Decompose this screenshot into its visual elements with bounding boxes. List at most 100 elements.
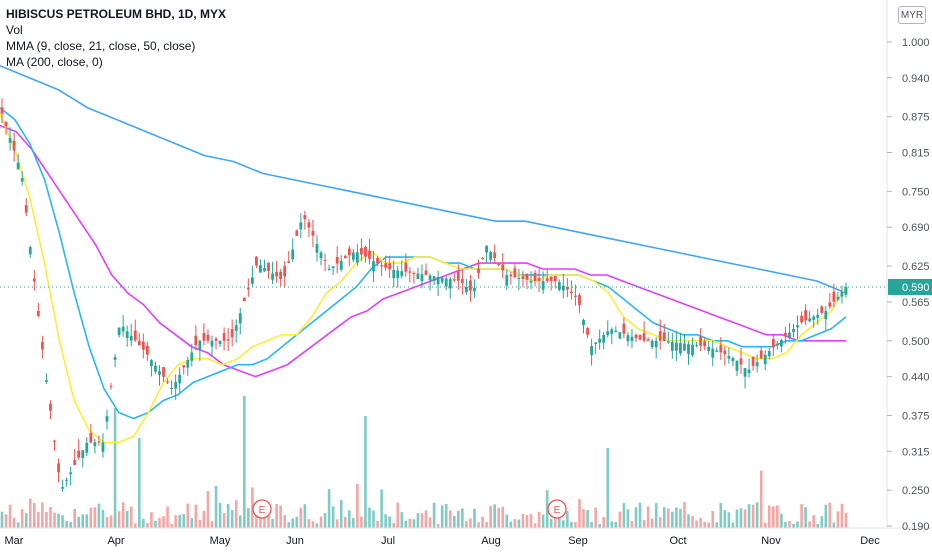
- volume-bar: [295, 516, 299, 528]
- candle-body: [828, 302, 832, 307]
- volume-bar: [448, 510, 452, 528]
- candle-body: [376, 258, 379, 264]
- symbol-title[interactable]: HIBISCUS PETROLEUM BHD, 1D, MYX: [6, 7, 227, 21]
- volume-bar: [384, 514, 387, 528]
- candle-body: [408, 271, 412, 273]
- candle-body: [537, 278, 541, 281]
- volume-bar: [133, 523, 137, 528]
- volume-bar: [796, 521, 799, 528]
- y-tick-label: 0.625: [902, 261, 930, 273]
- candle-body: [242, 297, 246, 302]
- legend-vol[interactable]: Vol: [6, 23, 23, 37]
- candle-body: [602, 334, 606, 343]
- candle-body: [392, 269, 396, 279]
- candle-body: [755, 362, 759, 367]
- candle-body: [327, 268, 331, 270]
- candle-body: [703, 341, 707, 347]
- volume-bar: [731, 522, 735, 528]
- volume-bar: [820, 516, 824, 528]
- volume-bar: [428, 517, 432, 528]
- volume-bar: [416, 513, 420, 528]
- x-tick-label: May: [210, 535, 231, 547]
- volume-bar: [142, 518, 145, 528]
- candle-body: [549, 276, 553, 281]
- volume-bar: [65, 521, 68, 528]
- volume-bar: [174, 515, 177, 528]
- volume-bar: [210, 521, 214, 528]
- candle-body: [800, 315, 803, 323]
- candle-body: [642, 332, 646, 341]
- candle-body: [578, 295, 581, 306]
- candle-body: [432, 276, 436, 281]
- candle-body: [283, 266, 287, 277]
- candle-body: [634, 334, 638, 339]
- volume-bar: [299, 507, 303, 528]
- candle-body: [840, 291, 844, 297]
- candle-body: [45, 380, 48, 382]
- candle-body: [166, 381, 169, 383]
- volume-bar: [776, 505, 779, 528]
- candle-body: [400, 271, 404, 276]
- candle-body: [533, 272, 537, 281]
- volume-bar: [739, 508, 743, 528]
- volume-bar: [24, 513, 28, 528]
- volume-bar: [537, 511, 541, 528]
- volume-bar: [614, 521, 618, 528]
- candle-body: [279, 271, 283, 280]
- candle-body: [784, 332, 787, 337]
- volume-bar: [683, 502, 686, 528]
- candle-body: [428, 275, 432, 281]
- candle-body: [420, 274, 424, 282]
- candle-body: [626, 335, 630, 342]
- volume-bar: [792, 523, 795, 528]
- candle-body: [339, 260, 343, 270]
- currency-button[interactable]: MYR: [898, 6, 926, 24]
- candle-body: [650, 340, 654, 348]
- y-tick-label: 0.690: [902, 222, 930, 234]
- candle-body: [521, 276, 525, 279]
- candle-body: [267, 262, 270, 271]
- volume-bar: [89, 507, 93, 528]
- x-tick-label: Jun: [286, 535, 304, 547]
- legend-mma[interactable]: MMA (9, close, 21, close, 50, close): [6, 39, 196, 53]
- volume-bar: [388, 516, 391, 528]
- candle-body: [796, 325, 799, 328]
- candle-body: [763, 354, 767, 365]
- volume-bar: [396, 502, 400, 528]
- y-tick-label: 0.190: [902, 521, 930, 533]
- candle-body: [125, 331, 129, 339]
- candle-body: [40, 341, 44, 350]
- candle-body: [614, 330, 618, 333]
- candle-body: [481, 258, 484, 260]
- candle-body: [307, 222, 311, 228]
- volume-bar: [513, 519, 517, 528]
- volume-bar: [671, 511, 674, 528]
- volume-bar: [424, 510, 428, 528]
- candle-body: [323, 259, 327, 261]
- volume-bar: [234, 500, 238, 528]
- candle-body: [505, 275, 509, 286]
- candle-body: [182, 365, 186, 368]
- candle-body: [711, 348, 715, 358]
- volume-bar: [182, 514, 186, 528]
- candle-body: [49, 403, 52, 411]
- candle-body: [844, 286, 848, 295]
- mma21-line: [0, 107, 847, 420]
- volume-bar: [41, 502, 44, 528]
- candle-body: [93, 442, 97, 447]
- candle-body: [24, 205, 28, 213]
- candle-body: [343, 255, 347, 259]
- volume-bar: [763, 522, 767, 528]
- candle-body: [77, 450, 81, 458]
- volume-bar: [642, 520, 646, 528]
- volume-bar: [150, 512, 153, 528]
- legend-ma[interactable]: MA (200, close, 0): [6, 55, 103, 69]
- volume-bar: [20, 509, 24, 528]
- candle-body: [372, 261, 375, 272]
- candle-body: [287, 261, 291, 263]
- candle-body: [73, 460, 77, 465]
- volume-bar: [582, 509, 585, 528]
- volume-bar: [755, 502, 759, 528]
